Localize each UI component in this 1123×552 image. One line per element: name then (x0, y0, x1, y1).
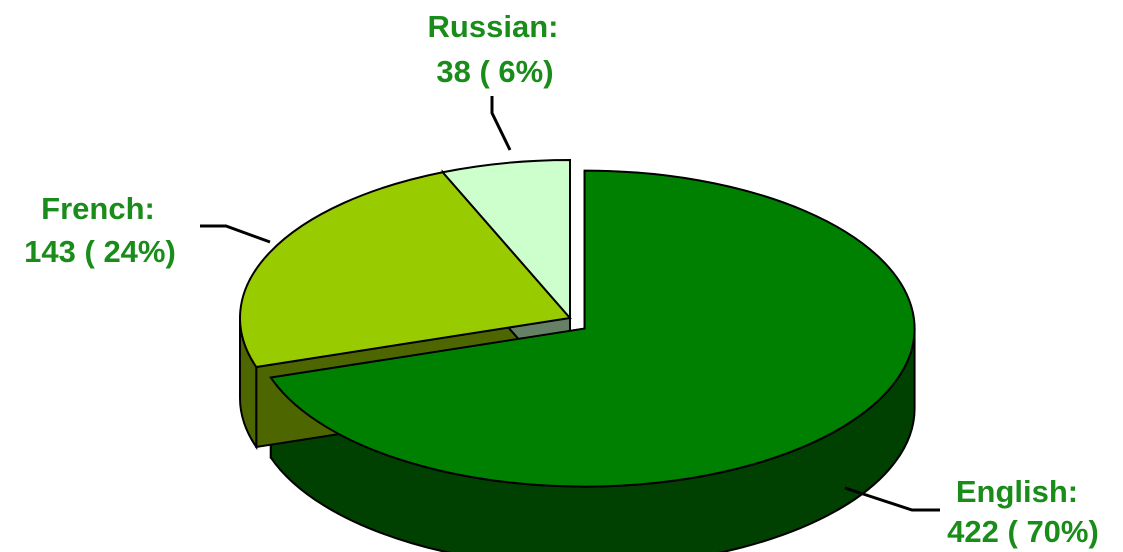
slice-label-english-name: English: (956, 474, 1078, 509)
slice-label-french-name: French: (41, 191, 155, 226)
leader-line-english (844, 486, 940, 512)
leader-lines (200, 96, 940, 512)
slice-label-french-value: 143 ( 24%) (24, 234, 176, 269)
slice-label-english-value: 422 ( 70%) (947, 514, 1099, 549)
leader-line-russian (490, 96, 512, 151)
slice-labels: English: 422 ( 70%) French: 143 ( 24%) R… (24, 9, 1099, 549)
pie-tops (239, 158, 916, 488)
slice-label-russian-name: Russian: (428, 9, 559, 44)
slice-russian (440, 158, 571, 321)
slice-french (239, 171, 572, 369)
slice-english (269, 169, 916, 488)
leader-line-french (200, 224, 271, 244)
slice-label-russian-value: 38 ( 6%) (436, 54, 553, 89)
